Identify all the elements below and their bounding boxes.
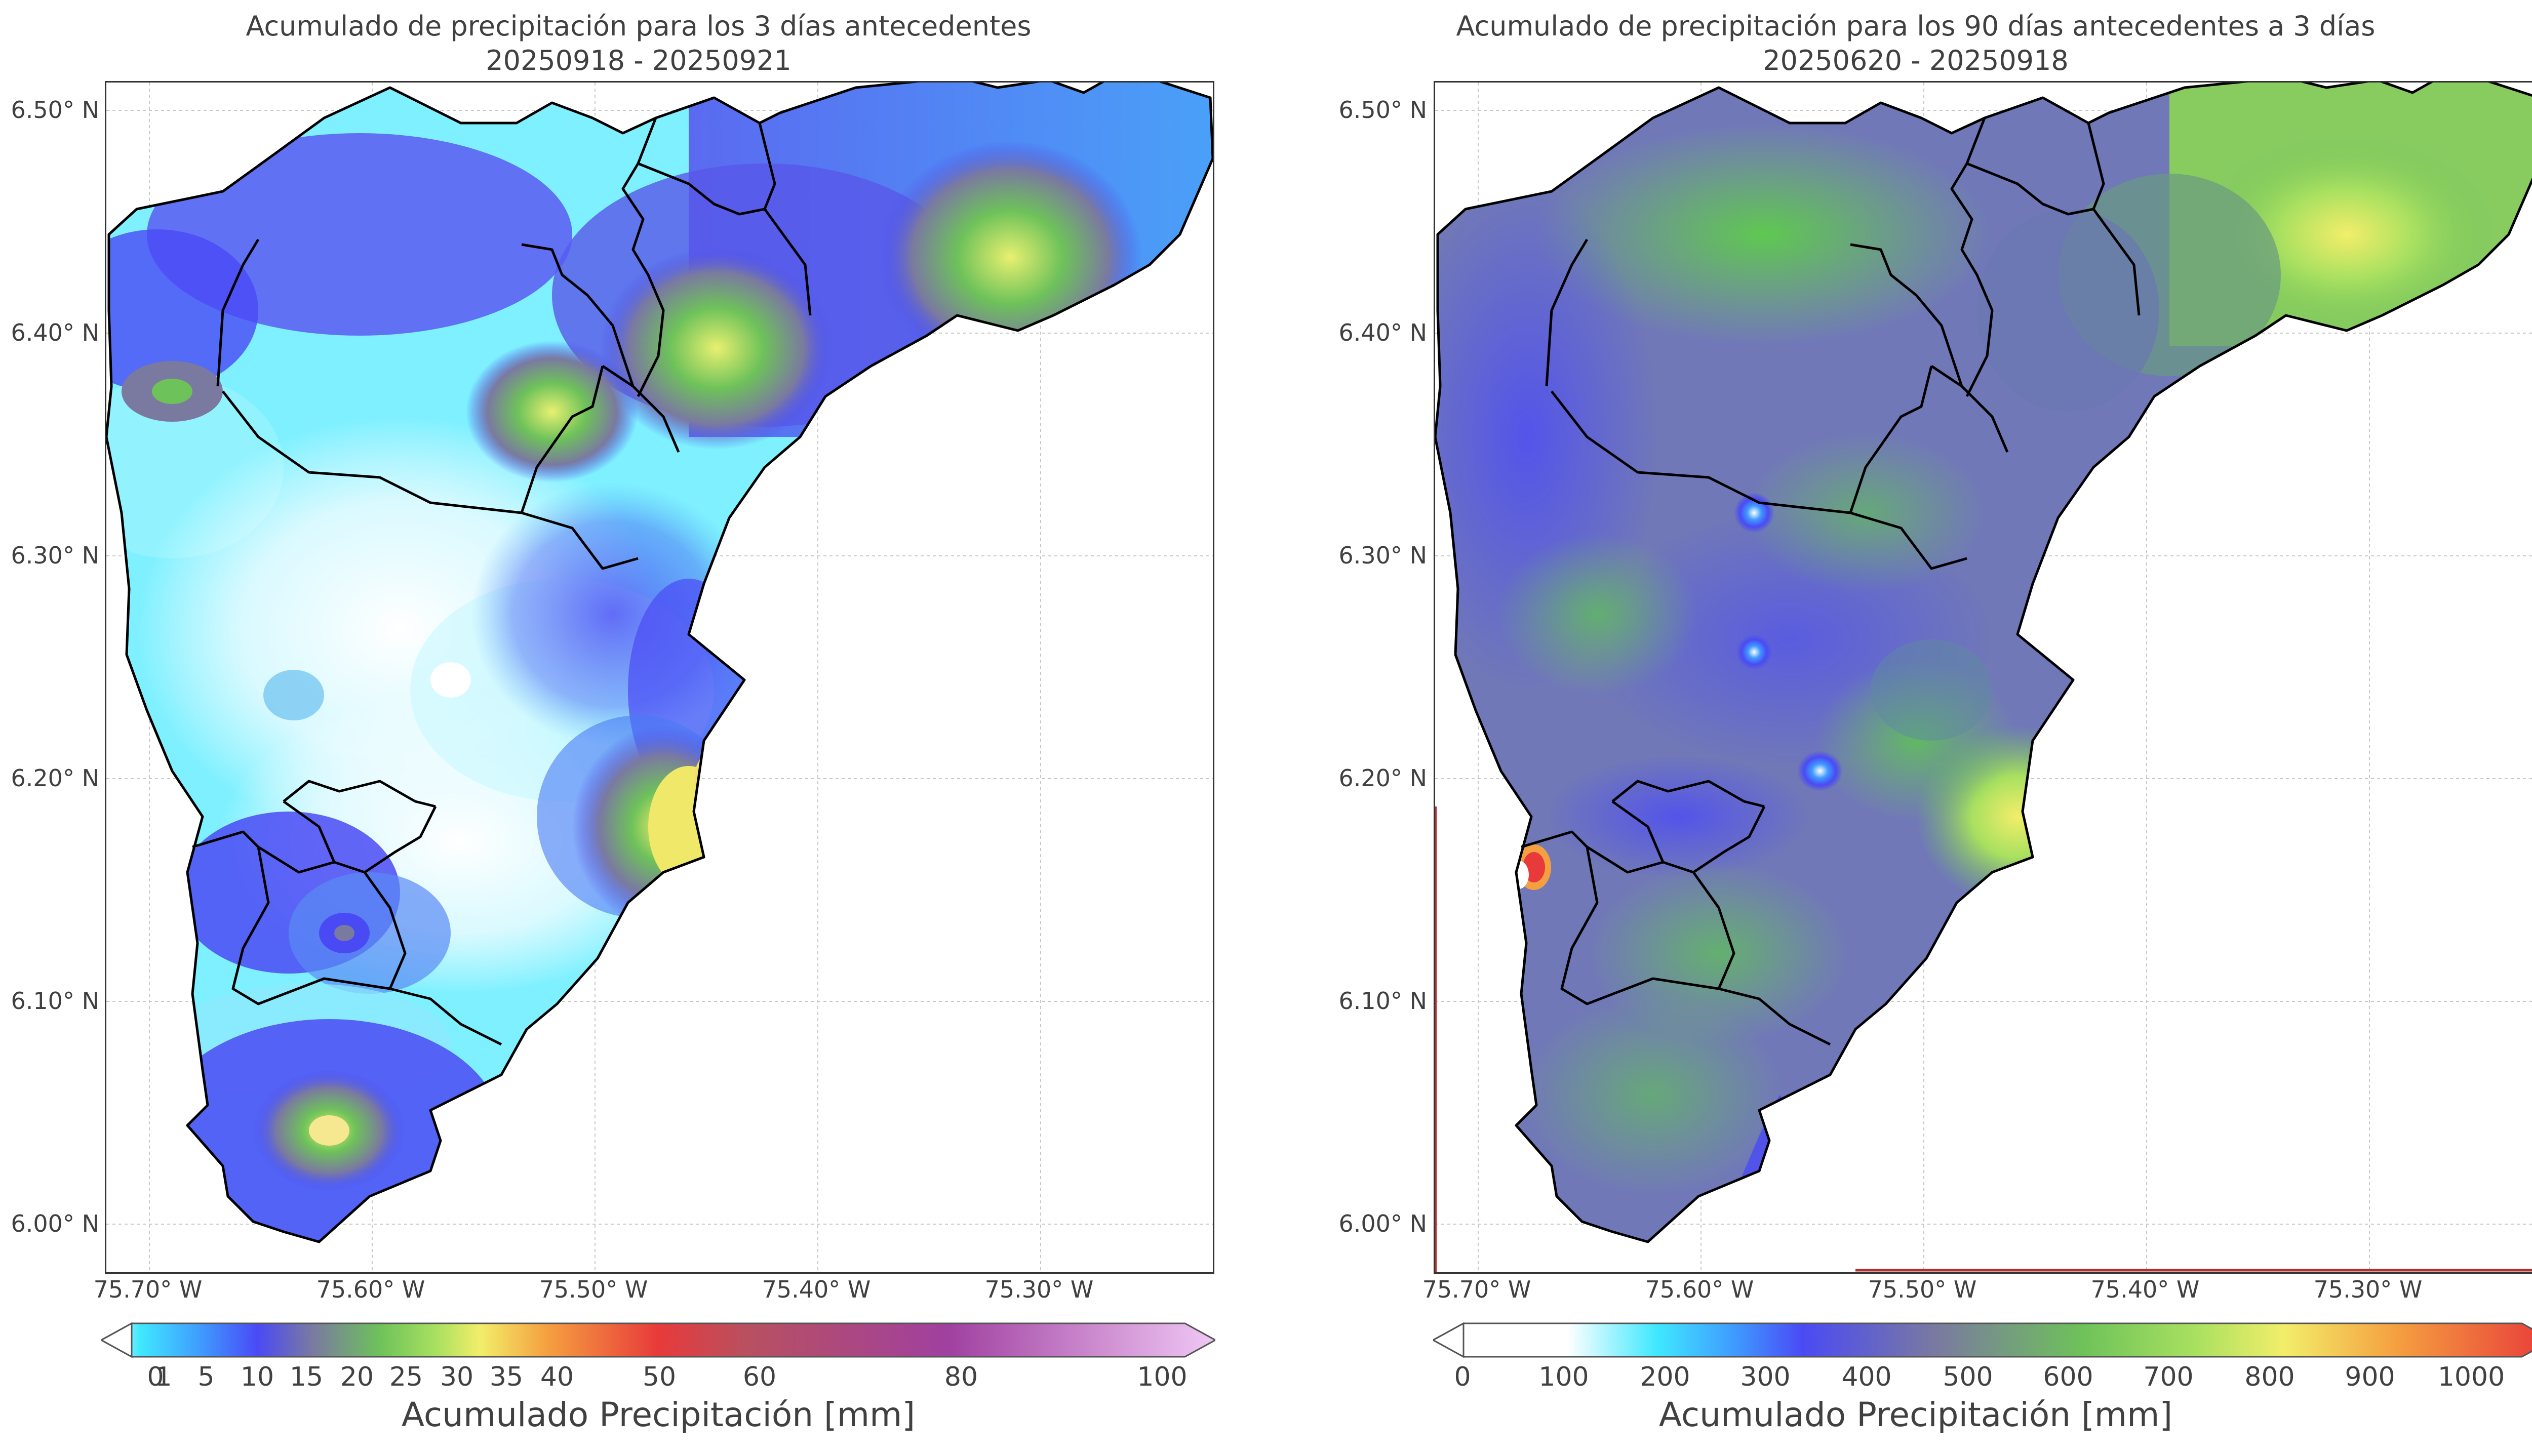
- colorbar-tick: 800: [2244, 1362, 2295, 1392]
- colorbar: [101, 1322, 1215, 1358]
- municipal-boundaries: [1435, 83, 2532, 1243]
- colorbar-tick: 200: [1640, 1362, 1690, 1392]
- colorbar-tick: 100: [1538, 1362, 1589, 1392]
- map-plot-area: [105, 81, 1214, 1274]
- y-tick-label: 6.10° N: [11, 987, 99, 1015]
- colorbar-tick: 20: [340, 1362, 374, 1392]
- y-tick-label: 6.10° N: [1338, 987, 1427, 1015]
- map-date-range: 20250918 - 20250921: [486, 45, 792, 76]
- map-title: Acumulado de precipitación para los 90 d…: [1456, 10, 2376, 42]
- x-tick-label: 75.30° W: [984, 1276, 1094, 1303]
- colorbar-tick: 700: [2143, 1362, 2194, 1392]
- x-tick-label: 75.70° W: [1422, 1276, 1531, 1303]
- x-tick-label: 75.50° W: [539, 1276, 648, 1303]
- y-tick-label: 6.00° N: [1338, 1210, 1427, 1237]
- colorbar-tick: 40: [540, 1362, 574, 1392]
- colorbar-tick: 30: [440, 1362, 474, 1392]
- y-tick-label: 6.20° N: [11, 764, 99, 792]
- colorbar-tick: 1000: [2437, 1362, 2505, 1392]
- x-tick-label: 75.40° W: [762, 1276, 871, 1303]
- colorbar-tick: 300: [1740, 1362, 1791, 1392]
- y-tick-label: 6.30° N: [11, 542, 99, 569]
- x-tick-label: 75.50° W: [1868, 1276, 1977, 1303]
- colorbar-tick: 35: [489, 1362, 524, 1392]
- map-date-range: 20250620 - 20250918: [1763, 45, 2069, 76]
- x-tick-label: 75.40° W: [2090, 1276, 2200, 1303]
- y-tick-label: 6.40° N: [1338, 319, 1427, 346]
- colorbar-label: Acumulado Precipitación [mm]: [401, 1395, 916, 1434]
- colorbar-tick: 600: [2043, 1362, 2093, 1392]
- colorbar-tick: 25: [389, 1362, 423, 1392]
- y-tick-label: 6.50° N: [1338, 96, 1427, 124]
- x-tick-label: 75.70° W: [93, 1276, 203, 1303]
- colorbar-tick: 0: [1454, 1362, 1471, 1392]
- colorbar-tick: 60: [742, 1362, 777, 1392]
- municipal-boundaries: [106, 83, 1213, 1243]
- y-tick-label: 6.00° N: [11, 1210, 99, 1237]
- colorbar-tick: 50: [642, 1362, 677, 1392]
- map-plot-area: [1434, 81, 2532, 1274]
- colorbar-tick: 100: [1137, 1362, 1188, 1392]
- colorbar-label: Acumulado Precipitación [mm]: [1658, 1395, 2173, 1434]
- panel-3-day: Acumulado de precipitación para los 3 dí…: [11, 10, 1215, 1434]
- x-tick-label: 75.60° W: [316, 1276, 425, 1303]
- y-tick-label: 6.20° N: [1338, 764, 1427, 792]
- colorbar-tick: 1: [155, 1362, 172, 1392]
- colorbar-tick: 900: [2345, 1362, 2395, 1392]
- x-tick-label: 75.60° W: [1645, 1276, 1754, 1303]
- colorbar-tick: 80: [944, 1362, 978, 1392]
- colorbar-tick: 5: [197, 1362, 215, 1392]
- map-title: Acumulado de precipitación para los 3 dí…: [246, 10, 1032, 42]
- panel-90-day: Acumulado de precipitación para los 90 d…: [1277, 0, 2532, 1456]
- colorbar-tick: 400: [1841, 1362, 1892, 1392]
- y-tick-label: 6.40° N: [11, 319, 99, 346]
- precipitation-map: [1435, 83, 2532, 1272]
- y-tick-label: 6.30° N: [1338, 542, 1427, 569]
- precipitation-field: [106, 83, 1213, 1242]
- x-tick-label: 75.30° W: [2313, 1276, 2423, 1303]
- colorbar-tick: 15: [289, 1362, 324, 1392]
- colorbar-tick: 0: [147, 1362, 164, 1392]
- precipitation-field: [1435, 83, 2532, 1242]
- colorbar-tick: 10: [240, 1362, 274, 1392]
- y-tick-label: 6.50° N: [11, 96, 99, 124]
- colorbar: [1433, 1322, 2532, 1358]
- precipitation-map: [106, 83, 1213, 1272]
- colorbar-tick: 500: [1943, 1362, 1993, 1392]
